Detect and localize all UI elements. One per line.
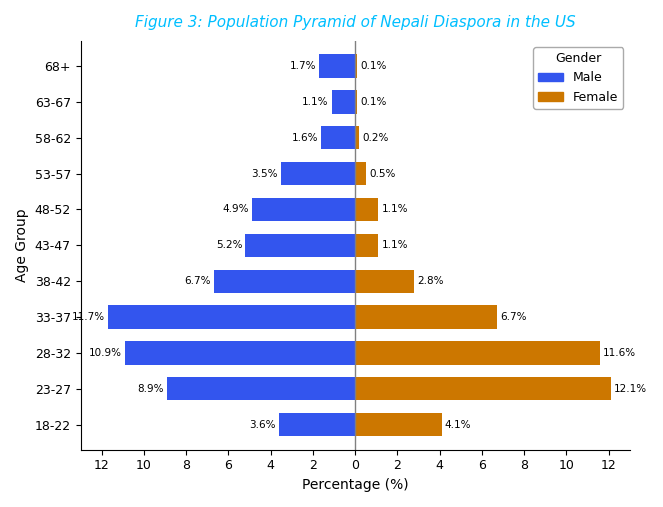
Bar bbox=[213, 270, 355, 293]
Text: 1.1%: 1.1% bbox=[382, 240, 408, 250]
Legend: Male, Female: Male, Female bbox=[533, 47, 623, 108]
Bar bbox=[355, 377, 611, 401]
Text: 8.9%: 8.9% bbox=[137, 384, 164, 394]
Text: 1.1%: 1.1% bbox=[382, 204, 408, 214]
Text: 1.6%: 1.6% bbox=[292, 133, 318, 142]
Bar bbox=[355, 341, 600, 365]
Bar bbox=[355, 198, 379, 221]
Text: 6.7%: 6.7% bbox=[500, 312, 526, 322]
Bar bbox=[355, 270, 414, 293]
Bar bbox=[322, 126, 355, 150]
Text: 3.5%: 3.5% bbox=[251, 169, 278, 178]
X-axis label: Percentage (%): Percentage (%) bbox=[302, 478, 408, 492]
Y-axis label: Age Group: Age Group bbox=[15, 208, 29, 282]
Bar bbox=[108, 305, 355, 329]
Text: 4.9%: 4.9% bbox=[222, 204, 249, 214]
Text: 1.7%: 1.7% bbox=[290, 61, 316, 71]
Bar bbox=[355, 126, 359, 150]
Bar bbox=[245, 234, 355, 257]
Text: 6.7%: 6.7% bbox=[184, 276, 211, 286]
Bar bbox=[355, 54, 357, 78]
Text: 4.1%: 4.1% bbox=[445, 420, 471, 429]
Text: 12.1%: 12.1% bbox=[614, 384, 647, 394]
Text: 3.6%: 3.6% bbox=[249, 420, 276, 429]
Bar bbox=[320, 54, 355, 78]
Bar bbox=[281, 162, 355, 185]
Text: 0.5%: 0.5% bbox=[369, 169, 395, 178]
Title: Figure 3: Population Pyramid of Nepali Diaspora in the US: Figure 3: Population Pyramid of Nepali D… bbox=[135, 15, 575, 30]
Bar bbox=[355, 234, 379, 257]
Text: 1.1%: 1.1% bbox=[302, 97, 329, 107]
Bar bbox=[355, 413, 442, 437]
Text: 11.7%: 11.7% bbox=[72, 312, 105, 322]
Bar bbox=[279, 413, 355, 437]
Text: 0.1%: 0.1% bbox=[361, 61, 387, 71]
Text: 5.2%: 5.2% bbox=[215, 240, 242, 250]
Bar bbox=[355, 162, 366, 185]
Text: 2.8%: 2.8% bbox=[418, 276, 444, 286]
Text: 11.6%: 11.6% bbox=[603, 348, 636, 358]
Text: 0.2%: 0.2% bbox=[363, 133, 389, 142]
Bar bbox=[355, 305, 497, 329]
Bar bbox=[355, 90, 357, 114]
Bar bbox=[125, 341, 355, 365]
Bar bbox=[167, 377, 355, 401]
Text: 10.9%: 10.9% bbox=[89, 348, 122, 358]
Bar bbox=[332, 90, 355, 114]
Text: 0.1%: 0.1% bbox=[361, 97, 387, 107]
Bar bbox=[252, 198, 355, 221]
